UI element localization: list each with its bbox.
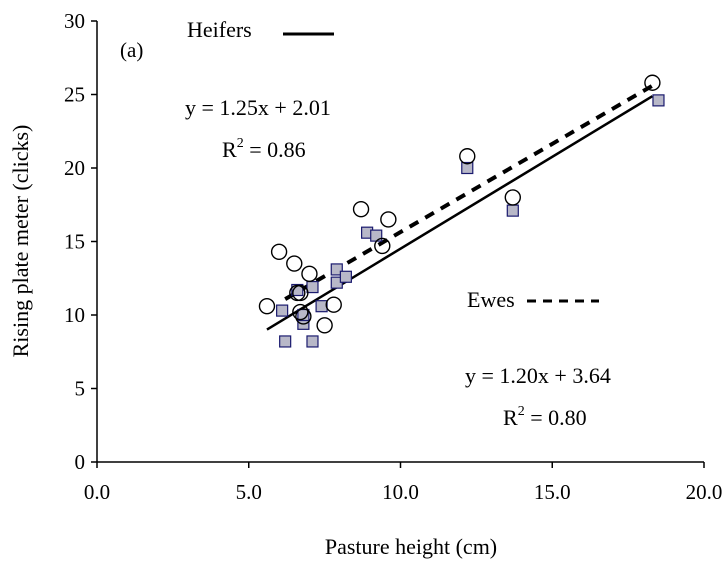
heifers-r2-sup: 2 — [237, 136, 244, 151]
heifers-point — [380, 211, 397, 228]
ewes-r2: R2 = 0.80 — [503, 404, 587, 430]
heifers-point — [374, 237, 391, 255]
ewes-point — [652, 94, 665, 107]
legend-ewes-label: Ewes — [467, 287, 515, 312]
x-axis-label: Pasture height (cm) — [325, 534, 497, 559]
heifers-fit-line — [266, 95, 654, 331]
ewes-point — [330, 263, 343, 276]
heifers-point — [325, 296, 342, 313]
y-tick-label: 10 — [64, 303, 85, 327]
ewes-point — [339, 270, 352, 283]
x-tick-label: 5.0 — [236, 480, 262, 504]
x-tick-label: 10.0 — [382, 480, 419, 504]
ewes-point — [461, 161, 474, 175]
heifers-point — [286, 255, 303, 272]
ewes-point — [291, 283, 304, 297]
ewes-r2-prefix: R — [503, 405, 518, 430]
y-tick-label: 5 — [75, 377, 86, 401]
ewes-point — [276, 304, 289, 317]
ewes-r2-suffix: = 0.80 — [525, 405, 587, 430]
heifers-point — [504, 189, 521, 206]
heifers-point — [316, 317, 333, 334]
y-tick-label: 20 — [64, 156, 85, 180]
legend-heifers-label: Heifers — [187, 17, 252, 42]
heifers-equation: y = 1.25x + 2.01 — [185, 95, 331, 120]
heifers-point — [644, 74, 661, 91]
ewes-equation: y = 1.20x + 3.64 — [465, 363, 611, 388]
ewes-point — [306, 335, 319, 348]
axes — [91, 20, 705, 468]
heifers-point — [352, 200, 370, 218]
y-tick-label: 30 — [64, 9, 85, 33]
ewes-r2-sup: 2 — [518, 404, 525, 419]
y-tick-label: 25 — [64, 83, 85, 107]
heifers-point — [459, 148, 476, 165]
heifers-point — [270, 243, 288, 260]
x-tick-label: 15.0 — [534, 480, 571, 504]
ewes-point — [315, 300, 328, 313]
y-tick-label: 15 — [64, 230, 85, 254]
y-axis-label: Rising plate meter (clicks) — [8, 125, 33, 358]
ewes-point — [506, 204, 519, 217]
ewes-point — [306, 280, 319, 294]
heifers-r2-prefix: R — [222, 137, 237, 162]
tick-labels: 0 5 10 15 20 25 30 0.0 5.0 10.0 15.0 20.0 — [64, 9, 722, 504]
heifers-point — [292, 303, 309, 321]
heifers-r2-suffix: = 0.86 — [244, 137, 306, 162]
ewes-point — [279, 335, 292, 348]
heifers-point — [295, 308, 312, 325]
x-tick-label: 0.0 — [84, 480, 110, 504]
data-points — [258, 74, 665, 348]
heifers-point — [301, 265, 318, 283]
x-tick-label: 20.0 — [686, 480, 723, 504]
y-tick-label: 0 — [75, 450, 86, 474]
heifers-r2: R2 = 0.86 — [222, 136, 306, 162]
panel-label: (a) — [120, 38, 143, 62]
heifers-point — [258, 297, 276, 315]
heifers-point — [292, 284, 309, 302]
fit-lines — [266, 80, 660, 331]
